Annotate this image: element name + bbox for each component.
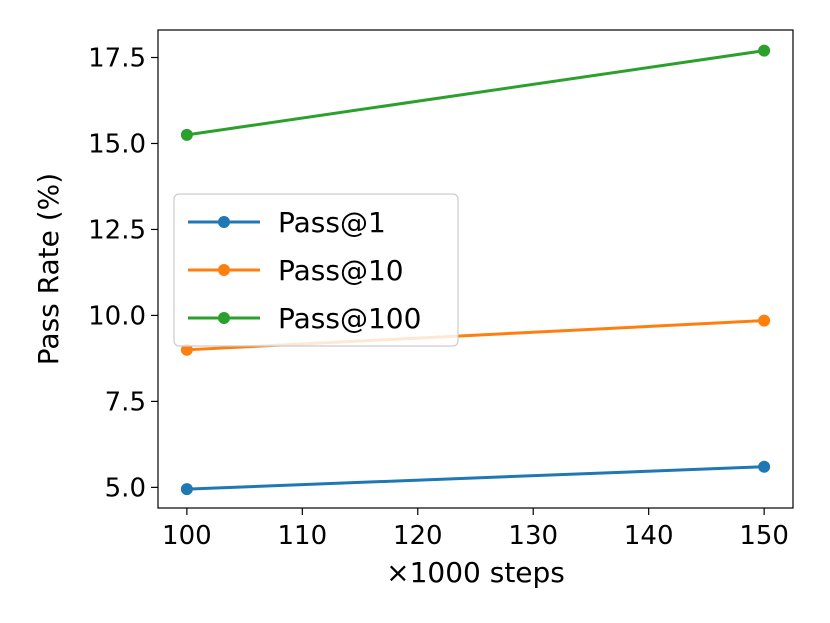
data-point (180, 483, 193, 496)
legend-marker (218, 216, 230, 228)
data-point (180, 128, 193, 141)
y-axis-label: Pass Rate (%) (32, 173, 65, 365)
legend-label: Pass@10 (278, 254, 404, 287)
x-axis: 100 110 120 130 140 150 (162, 508, 789, 551)
x-tick-label: 130 (508, 521, 558, 551)
x-tick-label: 140 (624, 521, 674, 551)
y-tick-label: 15.0 (88, 129, 146, 159)
legend-frame (173, 193, 459, 347)
x-axis-label: ×1000 steps (386, 556, 565, 589)
plot-area: 100 110 120 130 140 150 5.0 7.5 10.0 12.5 15.0 17.… (88, 29, 794, 551)
legend-label: Pass@1 (278, 206, 386, 239)
y-tick-label: 7.5 (105, 387, 146, 417)
y-tick-label: 5.0 (105, 473, 146, 503)
y-tick-label: 17.5 (88, 44, 146, 74)
legend-marker (218, 312, 230, 324)
x-tick-label: 150 (739, 521, 789, 551)
plot-frame (157, 29, 794, 509)
data-point (758, 44, 771, 57)
series-line (186, 465, 765, 491)
x-tick-label: 100 (162, 521, 212, 551)
y-tick-label: 12.5 (88, 215, 146, 245)
x-tick-label: 110 (277, 521, 327, 551)
y-tick-label: 10.0 (88, 301, 146, 331)
data-point (758, 460, 771, 473)
legend: Pass@1 Pass@10 Pass@100 (173, 193, 459, 347)
series-line (186, 49, 765, 137)
legend-label: Pass@100 (278, 302, 421, 335)
legend-marker (218, 264, 230, 276)
data-point (758, 314, 771, 327)
data-point (180, 343, 193, 356)
x-tick-label: 120 (393, 521, 443, 551)
y-axis: 5.0 7.5 10.0 12.5 15.0 17.5 (88, 44, 158, 503)
